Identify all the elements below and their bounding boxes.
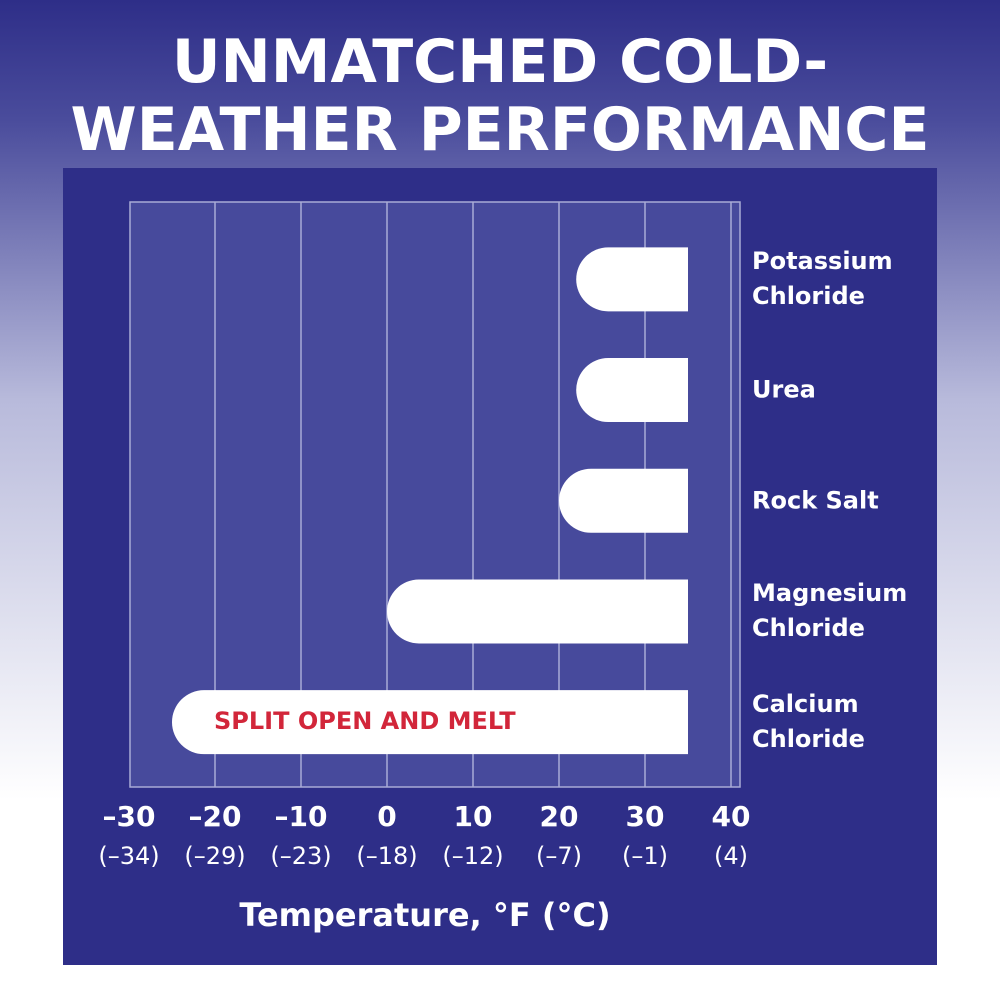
bar [559,468,688,533]
category-label: Calcium Chloride [752,690,865,754]
x-tick-sublabel: (–1) [622,842,668,870]
bar [576,358,688,423]
x-axis-label: Temperature, °F (°C) [239,896,610,934]
x-tick-sublabel: (–29) [184,842,245,870]
bar [172,690,688,755]
x-tick-label: 20 [540,800,579,833]
x-tick-sublabel: (–34) [98,842,159,870]
x-tick-label: 10 [454,800,493,833]
category-label: Rock Salt [752,486,879,515]
x-tick-sublabel: (–7) [536,842,582,870]
bar [576,247,688,312]
category-label: Magnesium Chloride [752,579,908,643]
x-tick-label: 0 [377,800,396,833]
x-tick-sublabel: (4) [714,842,748,870]
bar [387,579,688,644]
chart-title: UNMATCHED COLD-WEATHER PERFORMANCE [70,27,930,165]
x-tick-label: 40 [712,800,751,833]
x-tick-sublabel: (–18) [356,842,417,870]
x-tick-label: 30 [626,800,665,833]
x-tick-label: –20 [189,800,242,833]
x-tick-sublabel: (–23) [270,842,331,870]
x-tick-label: –30 [103,800,156,833]
x-tick-label: –10 [275,800,328,833]
category-label: Urea [752,375,816,404]
x-tick-sublabel: (–12) [442,842,503,870]
category-label: Potassium Chloride [752,247,893,311]
annotation: SPLIT OPEN AND MELT [214,707,516,735]
